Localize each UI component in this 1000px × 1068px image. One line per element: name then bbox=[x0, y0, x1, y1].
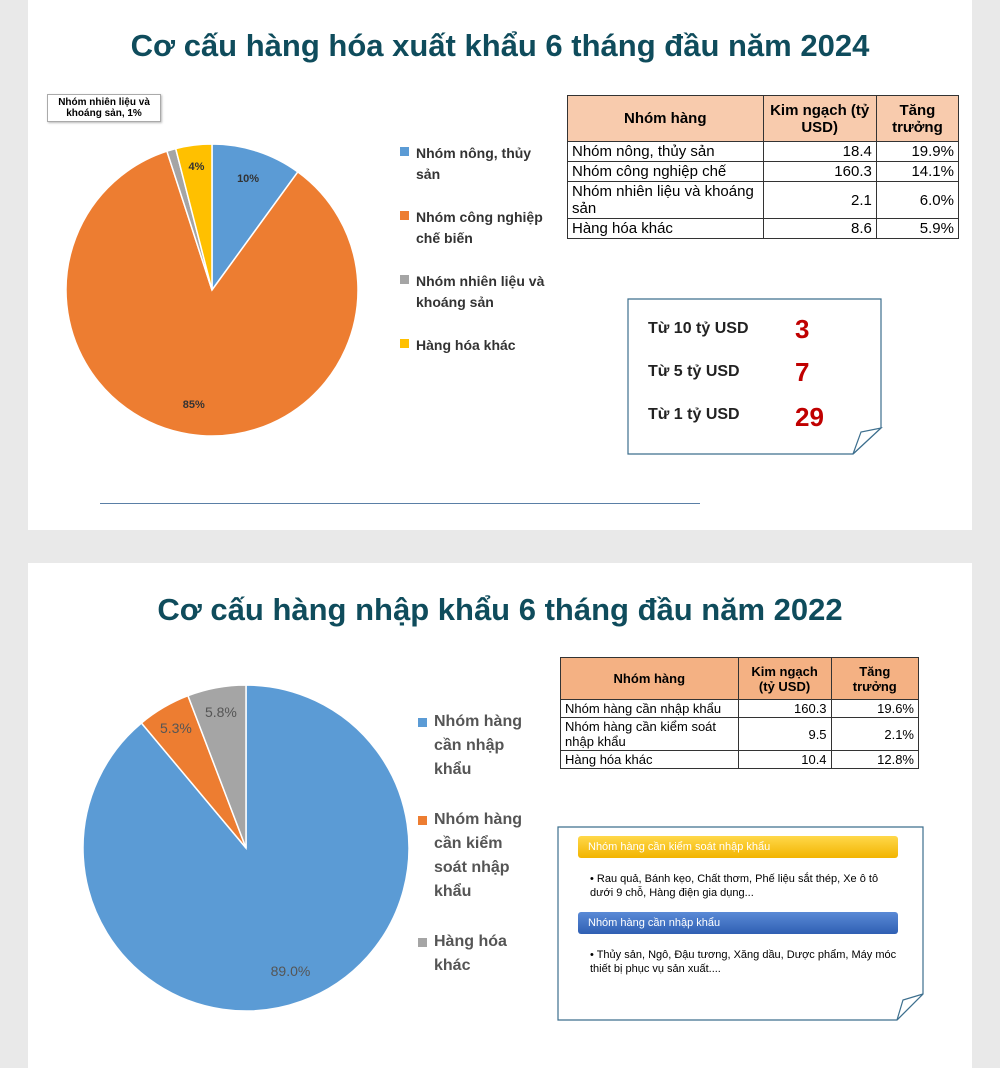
legend-swatch bbox=[400, 147, 409, 156]
data-label: 4% bbox=[188, 160, 205, 173]
table-cell: 14.1% bbox=[875, 161, 960, 182]
table-cell: Nhóm nhiên liệu và khoáng sản bbox=[567, 181, 764, 219]
legend-swatch bbox=[418, 718, 427, 727]
table-cell: Hàng hóa khác bbox=[560, 750, 739, 769]
stat-value: 29 bbox=[795, 402, 824, 432]
divider bbox=[100, 503, 700, 504]
legend-item: Nhóm nông, thủy sản bbox=[400, 143, 550, 185]
pie-slice bbox=[186, 684, 247, 849]
legend-swatch bbox=[400, 275, 409, 284]
table-header-cell: Nhóm hàng bbox=[560, 657, 739, 700]
table-cell: Nhóm nông, thủy sản bbox=[567, 141, 764, 162]
table-cell: 18.4 bbox=[762, 141, 877, 162]
legend-swatch bbox=[400, 211, 409, 220]
table-row: Nhóm hàng cần kiểm soát nhập khẩu 9.5 2.1% bbox=[560, 717, 920, 751]
table-row: Hàng hóa khác 8.6 5.9% bbox=[567, 218, 960, 239]
legend-label: Nhóm nông, thủy sản bbox=[416, 145, 532, 182]
table-row: Nhóm hàng cần nhập khẩu 160.3 19.6% bbox=[560, 699, 920, 718]
table-cell: Hàng hóa khác bbox=[567, 218, 764, 239]
stat-label: Từ 1 tỷ USD bbox=[648, 406, 740, 423]
pie bbox=[82, 684, 410, 1012]
data-label: 89.0% bbox=[270, 962, 311, 979]
table-cell: 19.6% bbox=[830, 699, 920, 718]
legend-label: Nhóm hàng cần nhập khẩu bbox=[434, 713, 522, 778]
table-header-cell: Kim ngạch (tỷ USD) bbox=[737, 657, 832, 700]
legend-swatch bbox=[418, 816, 427, 825]
legend-item: Nhóm công nghiệp chế biến bbox=[400, 207, 550, 249]
table-row: Hàng hóa khác 10.4 12.8% bbox=[560, 750, 920, 769]
stat-value: 7 bbox=[795, 357, 810, 387]
legend-label: Hàng hóa khác bbox=[434, 933, 507, 974]
table-row: Nhóm nông, thủy sản 18.4 19.9% bbox=[567, 141, 960, 162]
legend-item: Nhóm nhiên liệu và khoáng sản bbox=[400, 271, 550, 313]
legend-swatch bbox=[400, 339, 409, 348]
legend-label: Nhóm hàng cần kiểm soát nhập khẩu bbox=[434, 811, 522, 900]
pie-slice bbox=[65, 150, 359, 437]
note-text: • Rau quả, Bánh kẹo, Chất thơm, Phế liệu… bbox=[590, 873, 879, 899]
data-label: 5.3% bbox=[159, 720, 192, 737]
stat-label: Từ 5 tỷ USD bbox=[648, 363, 740, 380]
table-cell: Nhóm hàng cần kiểm soát nhập khẩu bbox=[560, 717, 739, 751]
legend-item: Hàng hóa khác bbox=[400, 335, 550, 356]
legend-item: Nhóm hàng cần nhập khẩu bbox=[418, 710, 528, 782]
data-label: 10% bbox=[237, 172, 260, 185]
table-header-cell: Kim ngạch (tỷ USD) bbox=[762, 95, 877, 142]
stat-value: 3 bbox=[795, 314, 810, 344]
table-cell: 9.5 bbox=[737, 717, 832, 751]
note-heading: Nhóm hàng cần nhập khẩu bbox=[578, 912, 898, 934]
legend-label: Hàng hóa khác bbox=[416, 337, 516, 353]
table-header-cell: Tăng trưởng bbox=[830, 657, 920, 700]
legend-label: Nhóm nhiên liệu và khoáng sản bbox=[416, 273, 545, 310]
notes: Nhóm hàng cần kiểm soát nhập khẩu • Rau q… bbox=[558, 828, 922, 976]
table-cell: 2.1 bbox=[762, 181, 877, 219]
data-table: Nhóm hàng Kim ngạch (tỷ USD) Tăng trưởng Nh… bbox=[560, 657, 920, 769]
data-table: Nhóm hàng Kim ngạch (tỷ USD) Tăng trưởng Nh… bbox=[567, 95, 960, 239]
table-header-row: Nhóm hàng Kim ngạch (tỷ USD) Tăng trưởng bbox=[567, 95, 960, 142]
legend-item: Nhóm hàng cần kiểm soát nhập khẩu bbox=[418, 808, 528, 904]
pie-slice bbox=[211, 143, 299, 293]
legend-item: Hàng hóa khác bbox=[418, 930, 528, 978]
note-text: • Thủy sản, Ngô, Đậu tương, Xăng dầu, Dư… bbox=[590, 949, 897, 975]
table-row: Nhóm nhiên liệu và khoáng sản 2.1 6.0% bbox=[567, 181, 960, 219]
table-cell: Nhóm hàng cần nhập khẩu bbox=[560, 699, 739, 718]
table-cell: Nhóm công nghiệp chế bbox=[567, 161, 764, 182]
pie bbox=[65, 143, 359, 437]
table-cell: 2.1% bbox=[830, 717, 920, 751]
chart-title: Cơ cấu hàng hóa xuất khẩu 6 tháng đầu nă… bbox=[130, 28, 870, 63]
chart-title: Cơ cấu hàng nhập khẩu 6 tháng đầu năm 20… bbox=[157, 592, 843, 627]
pie-slice bbox=[174, 143, 213, 291]
table-header-row: Nhóm hàng Kim ngạch (tỷ USD) Tăng trưởng bbox=[560, 657, 920, 700]
note-heading: Nhóm hàng cần kiểm soát nhập khẩu bbox=[578, 836, 898, 858]
legend-swatch bbox=[418, 938, 427, 947]
table-cell: 10.4 bbox=[737, 750, 832, 769]
table-cell: 5.9% bbox=[875, 218, 960, 239]
stat-label: Từ 10 tỷ USD bbox=[648, 320, 749, 337]
stats-frame bbox=[627, 298, 883, 455]
table-cell: 8.6 bbox=[762, 218, 877, 239]
table-row: Nhóm công nghiệp chế 160.3 14.1% bbox=[567, 161, 960, 182]
table-cell: 160.3 bbox=[762, 161, 877, 182]
data-label: 5.8% bbox=[204, 703, 237, 720]
legend: Nhóm nông, thủy sản Nhóm công nghiệp chế … bbox=[400, 143, 550, 378]
table-cell: 160.3 bbox=[737, 699, 832, 718]
table-cell: 12.8% bbox=[830, 750, 920, 769]
data-label: 85% bbox=[182, 399, 205, 412]
table-header-cell: Tăng trưởng bbox=[875, 95, 960, 142]
table-header-cell: Nhóm hàng bbox=[567, 95, 764, 142]
legend: Nhóm hàng cần nhập khẩu Nhóm hàng cần kiể… bbox=[418, 710, 528, 1004]
data-label: Nhóm nhiên liệu và khoáng sản, 1% bbox=[47, 93, 162, 122]
table-cell: 6.0% bbox=[875, 181, 960, 219]
table-cell: 19.9% bbox=[875, 141, 960, 162]
legend-label: Nhóm công nghiệp chế biến bbox=[416, 209, 543, 246]
